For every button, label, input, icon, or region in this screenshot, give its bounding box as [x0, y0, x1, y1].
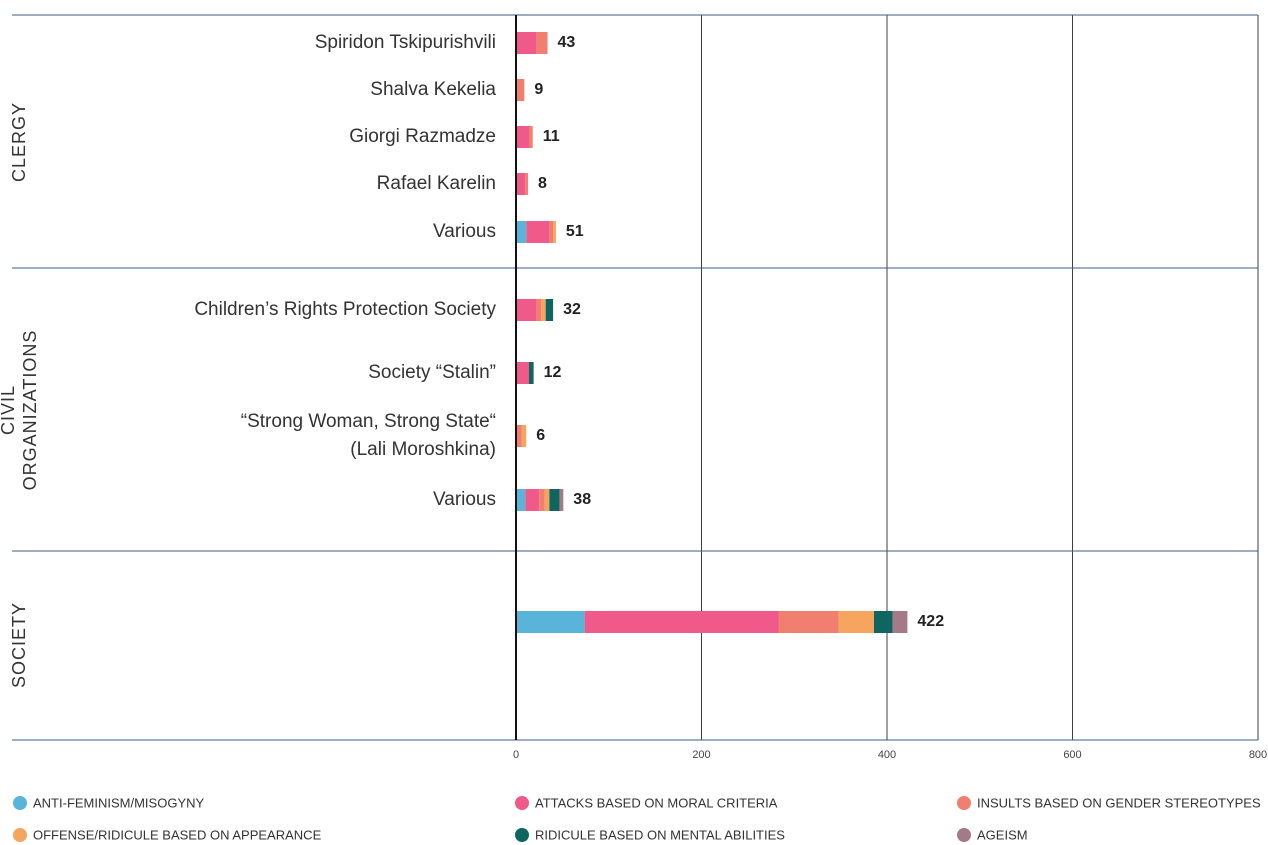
group-label-line: ORGANIZATIONS	[20, 330, 40, 491]
bar-segment	[536, 32, 548, 54]
bar-segment	[516, 32, 537, 54]
bar-segment	[874, 611, 893, 633]
x-tick-label: 400	[878, 749, 896, 761]
bar-segment	[838, 611, 875, 633]
category-label: Rafael Karelin	[377, 173, 496, 194]
bar-segment	[553, 221, 556, 243]
legend-label: AGEISM	[977, 827, 1028, 842]
group-label: CIVIL ORGANIZATIONS	[0, 330, 40, 491]
bar-segment	[892, 611, 908, 633]
legend-label: RIDICULE BASED ON MENTAL ABILITIES	[535, 827, 785, 842]
bar-segment	[516, 221, 527, 243]
bar-segment	[549, 221, 554, 243]
bar-segment	[526, 221, 550, 243]
legend-swatch	[13, 796, 27, 810]
bar-segment	[516, 126, 529, 148]
total-label: 12	[544, 364, 562, 381]
total-label: 51	[566, 223, 584, 240]
bar-segment	[559, 489, 564, 511]
category-label: Society “Stalin”	[368, 362, 496, 383]
total-label: 32	[563, 301, 581, 318]
legend-swatch	[515, 828, 529, 842]
bar-segment	[528, 362, 534, 384]
bar-segment	[516, 425, 522, 447]
category-label: (Lali Moroshkina)	[350, 439, 496, 460]
total-label: 6	[536, 427, 545, 444]
bar-segment	[525, 173, 529, 195]
legend-swatch	[957, 828, 971, 842]
total-label: 9	[534, 81, 543, 98]
bar-segment	[536, 299, 542, 321]
legend-label: ANTI-FEMINISM/MISOGYNY	[33, 795, 205, 810]
bar-segment	[525, 489, 540, 511]
category-label: Children’s Rights Protection Society	[194, 299, 496, 320]
bar-segment	[516, 299, 537, 321]
bar-segment	[544, 489, 550, 511]
x-tick-label: 200	[692, 749, 710, 761]
bar-segment	[516, 362, 529, 384]
category-label: “Strong Woman, Strong State“	[241, 411, 496, 432]
group-label-line: SOCIETY	[9, 602, 29, 688]
bar-segment	[528, 126, 533, 148]
bar-segment	[539, 489, 545, 511]
bar-segment	[516, 489, 526, 511]
bar-segment	[584, 611, 779, 633]
legend-swatch	[13, 828, 27, 842]
legend-label: ATTACKS BASED ON MORAL CRITERIA	[535, 795, 778, 810]
bar-segment	[541, 299, 546, 321]
group-label: SOCIETY	[9, 602, 29, 688]
group-label-line: CLERGY	[9, 102, 29, 182]
category-label: Giorgi Razmadze	[349, 126, 496, 147]
total-label: 43	[558, 34, 576, 51]
total-label: 8	[538, 175, 547, 192]
bar-segment	[778, 611, 839, 633]
x-tick-label: 600	[1063, 749, 1081, 761]
bar-segment	[545, 299, 554, 321]
bar-segment	[516, 79, 525, 101]
total-label: 11	[543, 128, 560, 145]
group-label: CLERGY	[9, 102, 29, 182]
bar-segment	[549, 489, 560, 511]
bar-segment	[516, 173, 526, 195]
legend-label: OFFENSE/RIDICULE BASED ON APPEARANCE	[33, 827, 322, 842]
category-label: Spiridon Tskipurishvili	[315, 32, 496, 53]
category-label: Various	[433, 489, 496, 510]
total-label: 38	[573, 491, 591, 508]
category-label: Various	[433, 221, 496, 242]
x-tick-label: 0	[513, 749, 519, 761]
total-label: 422	[917, 613, 944, 630]
x-tick-label: 800	[1249, 749, 1267, 761]
group-label-line: CIVIL	[0, 385, 18, 435]
bar-segment	[516, 611, 585, 633]
legend-label: INSULTS BASED ON GENDER STEREOTYPES	[977, 795, 1261, 810]
category-label: Shalva Kekelia	[370, 79, 496, 100]
legend-swatch	[957, 796, 971, 810]
bar-segment	[521, 425, 527, 447]
legend-swatch	[515, 796, 529, 810]
